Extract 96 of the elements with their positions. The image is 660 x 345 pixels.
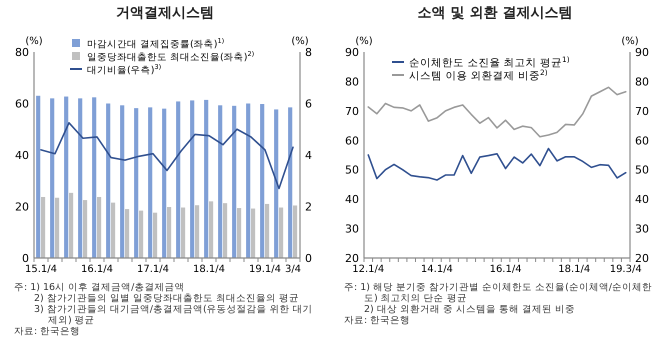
y2-tick-label: 8 (305, 46, 312, 59)
text: 2) 대상 외환거래 중 시스템을 통해 결제된 비중 (363, 304, 576, 315)
y-tick-label: 40 (15, 149, 29, 162)
bar (97, 196, 102, 258)
x-tick-label: 17.1/4 (137, 264, 169, 275)
text: 2) 참가기관들의 일별 일중당좌대출한도 최대소진율의 평균 (33, 293, 300, 304)
y-tick-label: 80 (345, 75, 359, 88)
y2-tick-label: 4 (305, 149, 312, 162)
y2-tick-label: 60 (635, 134, 649, 148)
legend-label: 일중당좌대출한도 최대소진율(좌축)$^{2)}$ (87, 50, 255, 63)
bar (153, 212, 158, 258)
legend-label: 순이체한도 소진율 최고치 평균$^{1)}$ (409, 54, 570, 69)
legend-label: 마감시간대 결제집중률(좌축)$^{1)}$ (87, 37, 225, 50)
y-tick-label: 60 (15, 98, 29, 110)
x-tick-label: 12.1/4 (352, 264, 384, 275)
bar (190, 100, 194, 258)
y2-tick-label: 80 (635, 75, 649, 88)
text: 3) 참가기관들의 대기금액/총결제금액(유동성절감을 위한 대기 제외) 평균 (33, 304, 314, 326)
bar (279, 208, 284, 258)
bar (139, 210, 144, 258)
text: 자료: 한국은행 (14, 326, 82, 337)
bar (288, 107, 292, 258)
y2-tick-label: 70 (635, 104, 649, 118)
y2-tick-label: 6 (305, 98, 312, 110)
y-axis-title: (%) (355, 36, 373, 47)
bar (293, 205, 298, 258)
line-series (367, 148, 627, 181)
text: 주: 1) 해당 분기중 참가기관별 순이체한도 소진율(순이체액/순이체한도) 최고치의 단순 평균 (344, 282, 653, 304)
bar (167, 207, 172, 258)
y2-tick-label: 2 (305, 200, 312, 214)
y-tick-label: 40 (345, 193, 359, 206)
x-tick-label: 16.1/4 (81, 264, 113, 275)
bar (181, 208, 186, 258)
bar (64, 96, 68, 258)
text: 자료: 한국은행 (344, 315, 412, 326)
bar (246, 104, 250, 258)
bar (69, 192, 74, 258)
y-tick-label: 20 (345, 252, 359, 265)
bar (251, 208, 256, 258)
legend-label: 시스템 이용 외환결제 비중$^{2)}$ (409, 68, 548, 82)
y-tick-label: 20 (15, 200, 29, 214)
x-tick-label: 14.1/4 (420, 264, 453, 275)
y-tick-label: 90 (345, 46, 359, 59)
bar (106, 104, 110, 258)
x-tick-label: 18.1/4 (558, 264, 590, 275)
y2-axis-title: (%) (621, 36, 639, 47)
bar (36, 96, 40, 258)
chart-title: 소액 및 외환 결제시스템 (416, 4, 574, 22)
x-tick-label: 16.1/4 (490, 264, 522, 275)
bar (83, 200, 88, 258)
y2-tick-label: 20 (635, 252, 649, 265)
bar (120, 105, 124, 258)
x-tick-label: 19.3/4 (610, 264, 642, 275)
y-tick-label: 60 (345, 134, 359, 148)
bar (41, 196, 46, 258)
y-tick-label: 50 (345, 164, 359, 177)
y2-tick-label: 50 (635, 164, 649, 177)
line-series (40, 122, 294, 190)
y-tick-label: 70 (345, 104, 359, 118)
bar (125, 209, 130, 258)
y-tick-label: 0 (22, 252, 29, 265)
y-tick-label: 80 (15, 46, 29, 59)
bar (78, 98, 82, 258)
y2-tick-label: 40 (635, 193, 649, 206)
x-tick-label: 15.1/4 (25, 264, 57, 275)
bar (92, 97, 96, 258)
bar (55, 198, 60, 258)
legend-label: 대기비율(우측)$^{3)}$ (87, 63, 162, 76)
bar (195, 205, 200, 258)
bar (134, 108, 138, 258)
y2-tick-label: 30 (635, 222, 649, 236)
bar (148, 107, 152, 258)
y2-tick-label: 90 (635, 46, 649, 59)
bar (50, 98, 54, 258)
y-tick-label: 30 (345, 222, 359, 236)
line-series (367, 86, 627, 138)
y2-tick-label: 0 (305, 252, 312, 265)
bar (260, 104, 264, 258)
bar (218, 105, 222, 258)
y2-axis-title: (%) (291, 36, 309, 47)
y-axis-title: (%) (25, 36, 43, 47)
x-tick-label: 18.1/4 (193, 264, 225, 275)
bar (232, 106, 236, 258)
bar (223, 203, 228, 258)
bar (274, 109, 278, 258)
bar (176, 101, 180, 258)
x-tick-label: 19.1/4 (249, 264, 281, 275)
bar (204, 100, 208, 258)
x-tick-label: 3/4 (284, 264, 302, 275)
bar (265, 204, 270, 258)
bar (162, 108, 166, 258)
text: 주: 1) 16시 이후 결제금액/총결제금액 (14, 282, 186, 293)
bar (209, 201, 214, 258)
chart-title: 거액결제시스템 (115, 4, 215, 22)
bar (111, 202, 116, 258)
bar (237, 208, 242, 258)
